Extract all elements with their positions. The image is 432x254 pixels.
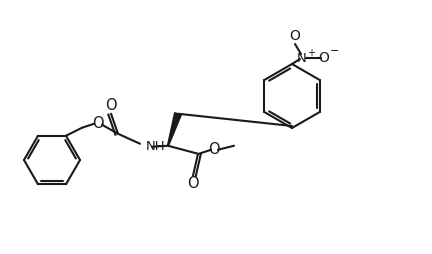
Text: N: N (297, 52, 307, 65)
Polygon shape (168, 113, 181, 146)
Text: O: O (105, 98, 117, 113)
Text: O: O (208, 142, 220, 157)
Text: +: + (307, 48, 315, 58)
Text: O: O (318, 51, 330, 65)
Text: O: O (289, 29, 300, 43)
Text: O: O (187, 176, 199, 191)
Text: −: − (330, 46, 340, 56)
Text: O: O (92, 116, 104, 131)
Text: NH: NH (146, 140, 165, 153)
